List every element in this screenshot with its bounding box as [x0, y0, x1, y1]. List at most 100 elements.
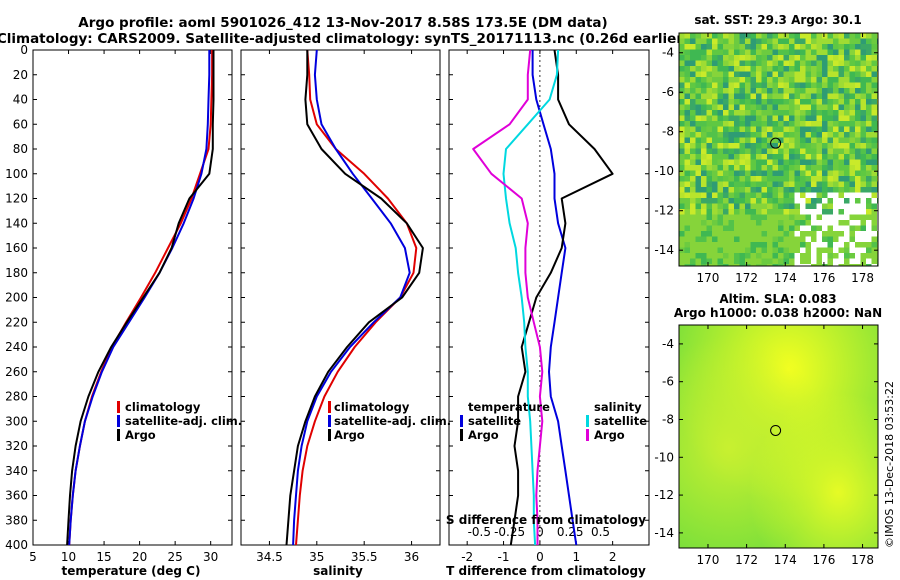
sst-cell — [833, 77, 839, 83]
map-y-tick-label: -10 — [654, 164, 674, 178]
sst-cell — [756, 220, 762, 226]
sst-cell — [728, 247, 734, 253]
sst-cell — [838, 110, 844, 116]
sst-cell — [778, 99, 784, 105]
sst-cell — [833, 49, 839, 55]
sst-cell — [750, 44, 756, 50]
sst-cell — [822, 214, 828, 220]
sst-cell — [866, 170, 872, 176]
sst-cell — [728, 264, 734, 266]
sst-cell — [772, 242, 778, 248]
sst-cell — [805, 181, 811, 187]
sst-cell — [756, 44, 762, 50]
sst-cell — [822, 137, 828, 143]
sst-cell — [827, 49, 833, 55]
sst-cell — [800, 170, 806, 176]
sst-cell — [728, 181, 734, 187]
sst-cell — [855, 181, 861, 187]
sst-cell — [728, 231, 734, 237]
temperature-series — [66, 50, 215, 546]
sst-cell — [838, 132, 844, 138]
sst-cell — [706, 264, 712, 266]
sst-cell — [783, 66, 789, 72]
sst-cell — [794, 209, 800, 215]
sst-cell — [684, 99, 690, 105]
sst-cell — [690, 242, 696, 248]
sst-cell — [701, 99, 707, 105]
sst-cell — [833, 55, 839, 61]
sst-cell — [728, 82, 734, 88]
sst-cell — [772, 93, 778, 99]
sst-cell — [827, 187, 833, 193]
sst-cell — [816, 247, 822, 253]
sst-cell — [855, 231, 861, 237]
sst-cell — [734, 192, 740, 198]
sst-cell — [778, 137, 784, 143]
sst-cell — [761, 225, 767, 231]
sst-cell — [772, 236, 778, 242]
sst-cell — [860, 33, 866, 39]
sst-cell — [816, 44, 822, 50]
sst-cell — [789, 132, 795, 138]
sst-cell — [811, 159, 817, 165]
sst-cell — [712, 209, 718, 215]
sst-cell — [805, 231, 811, 237]
sst-cell — [811, 104, 817, 110]
sst-cell — [734, 231, 740, 237]
sst-cell — [778, 225, 784, 231]
sst-cell — [767, 214, 773, 220]
sst-cell — [833, 181, 839, 187]
x-tick-label: 20 — [132, 550, 147, 564]
sst-cell — [860, 253, 866, 259]
sst-cell — [789, 209, 795, 215]
sst-cell — [695, 121, 701, 127]
sst-cell — [800, 93, 806, 99]
sst-cell — [734, 181, 740, 187]
sst-cell — [761, 126, 767, 132]
sst-cell — [849, 99, 855, 105]
sst-cell — [833, 165, 839, 171]
sst-cell — [794, 203, 800, 209]
sst-cell — [778, 143, 784, 149]
sst-cell — [767, 198, 773, 204]
sst-cell — [684, 187, 690, 193]
sst-cell — [849, 198, 855, 204]
sst-cell — [679, 104, 685, 110]
sst-cell — [756, 82, 762, 88]
sst-cell — [684, 77, 690, 83]
sst-cell — [805, 104, 811, 110]
sst-cell — [866, 236, 872, 242]
sst-cell — [866, 159, 872, 165]
sst-cell — [684, 93, 690, 99]
sst-cell — [833, 82, 839, 88]
sst-cell — [860, 82, 866, 88]
sst-cell — [822, 49, 828, 55]
sst-cell — [871, 264, 877, 266]
x-tick-label: 5 — [29, 550, 37, 564]
sst-cell — [822, 247, 828, 253]
sst-cell — [855, 71, 861, 77]
sst-cell — [706, 181, 712, 187]
sst-cell — [734, 176, 740, 182]
sst-cell — [855, 220, 861, 226]
sst-cell — [778, 170, 784, 176]
sst-cell — [822, 264, 828, 266]
sst-cell — [794, 132, 800, 138]
sst-cell — [684, 192, 690, 198]
sst-cell — [800, 209, 806, 215]
map-x-tick-label: 178 — [851, 553, 874, 567]
sst-cell — [679, 88, 685, 94]
sst-cell — [866, 33, 872, 39]
sst-cell — [739, 60, 745, 66]
sst-cell — [844, 159, 850, 165]
sst-cell — [679, 203, 685, 209]
sst-cell — [690, 143, 696, 149]
sst-cell — [844, 38, 850, 44]
sst-cell — [772, 38, 778, 44]
sst-cell — [866, 60, 872, 66]
sst-cell — [871, 66, 877, 72]
sst-cell — [717, 38, 723, 44]
sst-cell — [761, 93, 767, 99]
sst-cell — [789, 93, 795, 99]
sst-cell — [679, 60, 685, 66]
